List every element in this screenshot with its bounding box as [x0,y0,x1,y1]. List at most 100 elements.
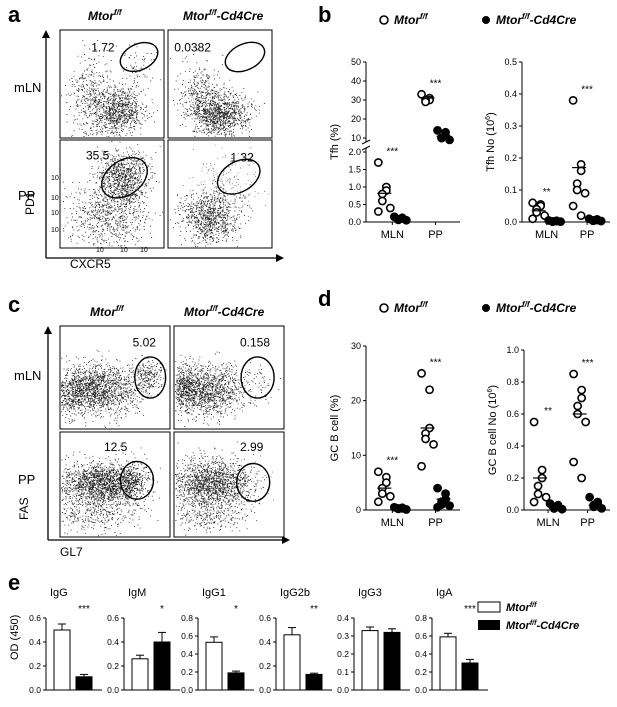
y-tick-label: 50 [351,57,361,67]
y-tick-label: 1.0 [506,345,519,355]
gate-percentage: 12.5 [104,440,128,454]
row-label-pp-c: PP [18,472,35,487]
point-ko [393,215,403,225]
bar-subplot-igg: 0.0 0.2 0.4 0.6 IgG *** [29,587,102,695]
point-ctrl [421,97,430,107]
y-tick-label: 1.0 [348,182,361,192]
y-tick-label: 40 [351,76,361,86]
y-tick-label: 20 [351,114,361,124]
bar-ctrl [283,634,301,691]
y-tick-label: 0.4 [337,613,349,623]
flow-tick-label: 10 [51,175,59,182]
point-ko [556,217,566,227]
y-tick-label: 2.0 [348,147,361,157]
flow-c-ctrl-mln: 5.02 [59,325,171,430]
legend-e-ctrl-swatch [477,601,501,613]
legend-ko-label-d: Mtorf/f-Cd4Cre [496,300,577,315]
y-tick-label: 0.0 [337,685,349,695]
legend-ctrl-label-d: Mtorf/f [394,300,429,315]
bar-subplot-iga: 0.0 0.2 0.4 0.6 0.8 IgA *** [415,587,488,695]
x-tick-label: MLN [381,517,404,529]
point-ko [401,505,411,514]
significance-stars: *** [386,456,398,467]
y-arrow-head [44,326,52,334]
flow-a-ctrl-mln: 1.72 [59,29,165,139]
legend-ctrl-marker-d [379,303,389,313]
bar-ctrl [131,658,149,691]
y-tick-label: 0.5 [348,200,361,210]
y-axis-title-sup: 6 [485,116,492,120]
panel-letter-c: c [8,292,20,317]
bar-subplot-igg3: 0.0 0.1 0.2 0.3 0.4 IgG3 [337,587,410,695]
gate-percentage: 0.158 [240,336,270,350]
point-ko [548,217,558,227]
bar-ko [227,672,245,691]
y-tick-label: 20 [351,396,361,406]
event-dots [170,178,254,248]
gate-ellipse [119,460,155,500]
significance-stars: ** [544,406,552,417]
x-tick-label: PP [428,229,443,241]
panel-a-col-headers: Mtorf/f Mtorf/f-Cd4Cre [88,8,264,23]
y-tick-label: 0.2 [415,667,427,677]
legend-e-ko-swatch [478,620,500,630]
event-dots [175,499,258,536]
point-ko [445,135,454,145]
event-dots [177,455,274,525]
y-tick-label: 1.5 [348,165,361,175]
point-ko [597,503,607,513]
y-tick-label: 0.2 [506,473,519,483]
scatter-chart: 0 10 20 30 MLN PP GC B cell (%) *** *** [329,341,460,529]
flow-c-ko-mln: 0.158 [173,325,285,430]
event-dots [116,42,162,93]
y-tick-label: 0.4 [506,441,519,451]
point-ko [557,504,567,514]
y-tick-label: 0.0 [415,685,427,695]
y-tick-label: 0.0 [107,685,119,695]
point-ctrl [577,473,587,483]
flow-tick-label: 10 [140,247,148,254]
col-header-ko: Mtorf/f-Cd4Cre [183,8,264,23]
y-axis-title: Tfh (%) [329,124,341,160]
point-ctrl [568,96,578,105]
point-ctrl [576,211,586,220]
y-tick-label: 0.6 [29,613,41,623]
point-ctrl [377,196,387,206]
point-ko [433,483,442,493]
axis-break [361,145,371,151]
significance-stars: *** [78,604,90,615]
bar-ctrl [439,636,457,691]
legend-b: Mtorf/f Mtorf/f-Cd4Cre [379,12,577,27]
point-ko [401,215,411,225]
legend-e: Mtorf/f Mtorf/f-Cd4Cre [477,601,579,632]
bar-ko [305,673,323,691]
y-tick-label: 0.6 [181,631,193,641]
significance-stars: ** [543,187,551,198]
bar-subplot-igg2b: 0.0 0.2 0.4 0.6 IgG2b** [259,587,332,695]
y-tick-label: 0.2 [337,649,349,659]
y-tick-label: 0.0 [504,217,517,227]
y-tick-label: 30 [351,341,361,351]
point-ctrl [529,497,539,507]
y-axis-title: Tfh No (106) [485,112,497,172]
point-ctrl [528,214,538,224]
legend-e-ctrl-label: Mtorf/f [506,602,537,614]
y-tick-label: 0.5 [504,57,517,67]
gate-ellipse [119,41,159,73]
point-ctrl [385,203,395,213]
gate-percentage: 5.02 [133,336,157,350]
subplot-title: IgM [128,587,146,599]
point-ctrl [573,401,583,411]
x-arrow-head [282,536,290,544]
gate-ellipse [134,356,167,399]
point-ctrl [421,434,430,444]
legend-ctrl-label: Mtorf/f [394,12,429,27]
subplot-title: IgG2b [280,587,310,599]
x-tick-label: MLN [536,517,559,529]
y-tick-label: 0.4 [259,637,271,647]
legend-d: Mtorf/f Mtorf/f-Cd4Cre [379,300,577,315]
chart-gc-number: 0.0 0.2 0.4 0.6 0.8 1.0 MLN PP GC B cell No (106… [487,345,610,529]
y-tick-label: 0.1 [504,185,517,195]
y-tick-label: 0.8 [181,613,193,623]
point-ko [437,133,446,143]
